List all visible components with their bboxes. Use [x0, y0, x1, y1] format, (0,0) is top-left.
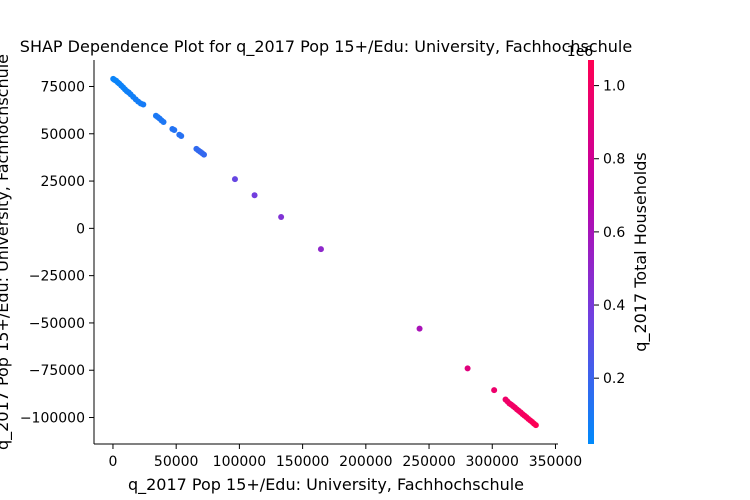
x-axis-label: q_2017 Pop 15+/Edu: University, Fachhoch…	[128, 475, 524, 495]
y-tick-label: 75000	[40, 79, 85, 95]
x-tick-label: 350000	[529, 454, 582, 470]
scatter-point	[231, 176, 238, 183]
colorbar-tick-label: 0.4	[603, 298, 625, 314]
scatter-point	[416, 325, 423, 332]
chart-title: SHAP Dependence Plot for q_2017 Pop 15+/…	[20, 37, 632, 57]
colorbar-ticks: 0.2 0.4 0.6 0.8 1.0	[594, 79, 625, 387]
scatter-point	[251, 192, 258, 199]
scatter-point	[278, 214, 285, 221]
colorbar-tick-label: 0.8	[603, 152, 625, 168]
scatter-point	[140, 101, 147, 108]
x-axis-ticks: 0 50000 100000 150000 200000 250000 300000 3500…	[109, 444, 582, 470]
colorbar-tick-label: 0.6	[603, 225, 625, 241]
y-tick-label: 50000	[40, 127, 85, 143]
x-tick-label: 300000	[466, 454, 519, 470]
x-tick-label: 150000	[276, 454, 329, 470]
colorbar-tick-label: 0.2	[603, 371, 625, 387]
colorbar-offset-label: 1e6	[567, 44, 594, 60]
scatter-point	[160, 119, 167, 126]
scatter-point	[178, 133, 185, 140]
scatter-point	[464, 365, 471, 372]
y-axis-label: q_2017 Pop 15+/Edu: University, Fachhoch…	[0, 54, 13, 450]
scatter-point	[171, 126, 178, 133]
colorbar	[588, 60, 594, 444]
scatter-points	[110, 75, 539, 429]
y-tick-label: −50000	[29, 316, 85, 332]
colorbar-tick-label: 1.0	[603, 79, 625, 95]
x-tick-label: 0	[109, 454, 118, 470]
x-tick-label: 250000	[402, 454, 455, 470]
y-axis-ticks: 75000 50000 25000 0 −25000 −50000 −75000 −10000…	[20, 79, 94, 427]
y-tick-label: −75000	[29, 363, 85, 379]
x-tick-label: 50000	[154, 454, 199, 470]
scatter-point	[491, 387, 498, 394]
y-tick-label: 0	[76, 221, 85, 237]
scatter-point	[532, 422, 539, 429]
x-tick-label: 100000	[213, 454, 266, 470]
scatter-point	[317, 246, 324, 253]
y-tick-label: 25000	[40, 174, 85, 190]
x-tick-label: 200000	[339, 454, 392, 470]
y-tick-label: −25000	[29, 269, 85, 285]
y-tick-label: −100000	[20, 411, 85, 427]
scatter-point	[200, 151, 207, 158]
colorbar-label: q_2017 Total Households	[631, 152, 651, 351]
